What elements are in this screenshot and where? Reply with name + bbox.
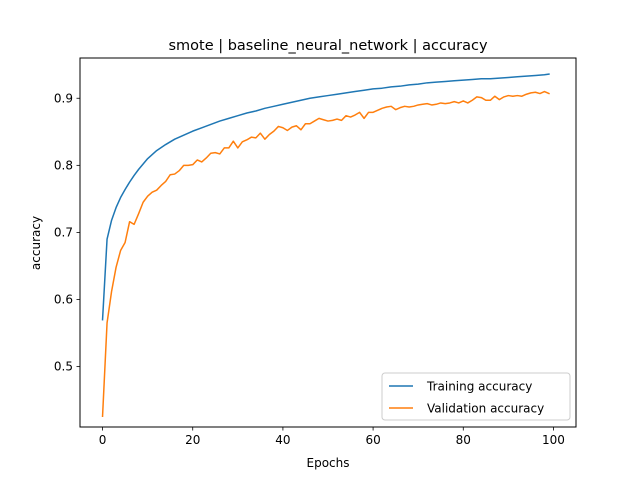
x-tick-label: 0 xyxy=(99,433,107,447)
legend-label-training: Training accuracy xyxy=(426,380,532,394)
y-axis: 0.5 0.6 0.7 0.8 0.9 xyxy=(54,91,80,374)
legend: Training accuracy Validation accuracy xyxy=(381,372,571,421)
x-tick-label: 100 xyxy=(542,433,565,447)
y-tick-label: 0.7 xyxy=(54,225,73,239)
y-tick-label: 0.9 xyxy=(54,91,73,105)
x-tick-label: 20 xyxy=(185,433,200,447)
y-tick-label: 0.6 xyxy=(54,293,73,307)
series-line-validation xyxy=(101,90,550,418)
plot-frame xyxy=(79,57,577,428)
plot-series-group xyxy=(101,73,550,418)
x-axis-label: Epochs xyxy=(307,456,350,470)
legend-box xyxy=(381,372,571,421)
y-tick-label: 0.8 xyxy=(54,158,73,172)
x-tick-label: 60 xyxy=(365,433,380,447)
x-tick-label: 40 xyxy=(275,433,290,447)
series-line-training xyxy=(101,73,550,321)
x-axis: 0 20 40 60 80 100 xyxy=(99,427,565,447)
y-axis-label: accuracy xyxy=(29,216,43,270)
chart-title: smote | baseline_neural_network | accura… xyxy=(168,38,487,54)
x-tick-label: 80 xyxy=(456,433,471,447)
legend-label-validation: Validation accuracy xyxy=(427,402,544,416)
y-tick-label: 0.5 xyxy=(54,360,73,374)
